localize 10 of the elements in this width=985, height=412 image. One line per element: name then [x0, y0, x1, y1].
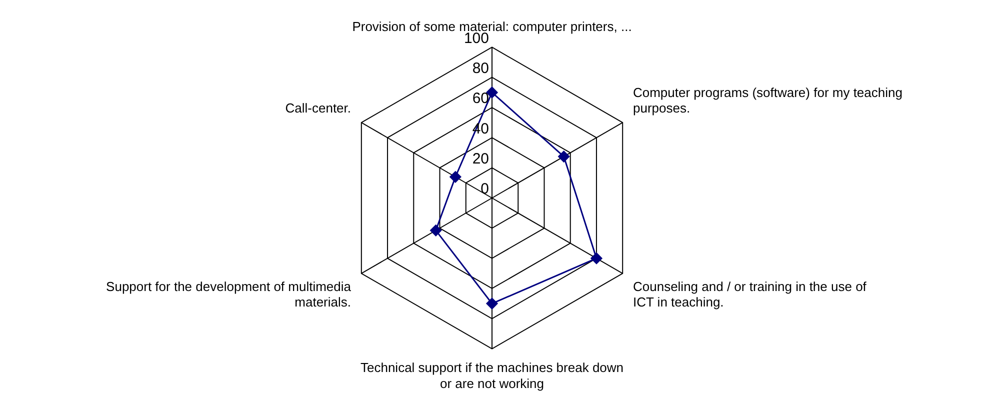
spoke-label: Computer programs (software) for my teaching purposes.	[632, 84, 902, 116]
y-tick-label: 20	[472, 150, 489, 168]
y-tick-label: 80	[472, 60, 489, 77]
y-tick-label: 0	[480, 180, 489, 198]
spoke-label: Support for the development of multimedia materials.	[106, 278, 352, 310]
y-tick-label: 60	[472, 90, 489, 108]
spoke-label: Technical support if the machines break down or are not working	[360, 360, 624, 391]
spoke-label: Provision of some material: computer printers, ...	[352, 18, 632, 34]
spoke-label: Call-center.	[285, 100, 352, 116]
spoke-label: Counseling and / or training in the use of ICT in teaching.	[632, 278, 867, 310]
